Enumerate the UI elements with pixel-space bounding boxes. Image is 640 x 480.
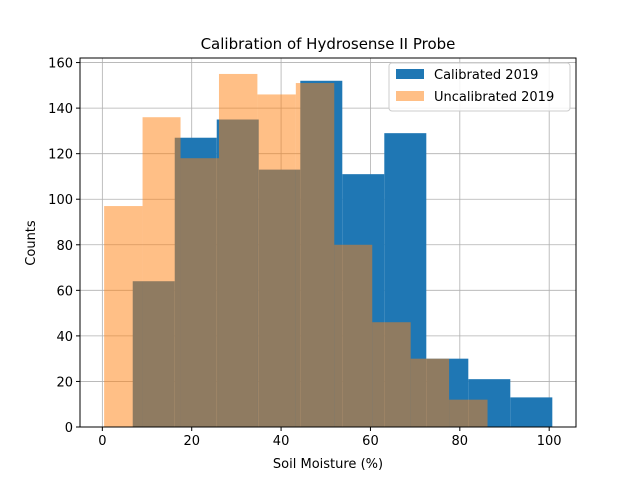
legend-label-uncalibrated: Uncalibrated 2019: [434, 90, 554, 105]
calibrated-bar: [510, 397, 553, 427]
x-axis-title: Soil Moisture (%): [273, 457, 383, 472]
uncalibrated-bar: [372, 322, 411, 427]
uncalibrated-bar: [142, 117, 181, 427]
y-tick-label: 160: [48, 57, 73, 72]
y-tick-label: 120: [48, 148, 73, 163]
legend-box: [388, 62, 571, 112]
uncalibrated-bar: [295, 83, 335, 428]
x-tick-label: 100: [537, 434, 562, 449]
chart-title: Calibration of Hydrosense II Probe: [201, 35, 456, 53]
y-tick-label: 140: [48, 102, 73, 117]
uncalibrated-bar: [449, 399, 488, 427]
legend: Calibrated 2019 Uncalibrated 2019: [388, 62, 571, 112]
y-tick-label: 0: [65, 421, 73, 436]
uncalibrated-bar: [334, 244, 373, 427]
y-tick-label: 20: [56, 375, 73, 390]
y-tick-label: 100: [48, 193, 73, 208]
legend-label-calibrated: Calibrated 2019: [434, 68, 538, 83]
x-tick-label: 20: [183, 434, 200, 449]
x-tick-label: 0: [98, 434, 106, 449]
y-axis-title: Counts: [24, 220, 39, 266]
x-tick-label: 60: [362, 434, 379, 449]
axes-frame: [79, 57, 577, 428]
x-tick-label: 40: [273, 434, 290, 449]
y-tick-label: 80: [56, 239, 73, 254]
uncalibrated-bar: [104, 206, 143, 427]
uncalibrated-bar: [180, 158, 219, 427]
uncalibrated-bar: [218, 73, 258, 427]
uncalibrated-bar: [257, 94, 296, 427]
legend-swatch-calibrated: [396, 69, 424, 79]
uncalibrated-bar: [410, 358, 450, 427]
y-tick-label: 60: [56, 284, 73, 299]
y-tick-label: 40: [56, 330, 73, 345]
histogram-bars: [104, 73, 553, 428]
axis-ticks: 0 20 40 60 80 100 0 20 40 60 80 100 120 140 160: [48, 57, 561, 449]
x-tick-label: 80: [452, 434, 469, 449]
legend-swatch-uncalibrated: [396, 91, 424, 101]
